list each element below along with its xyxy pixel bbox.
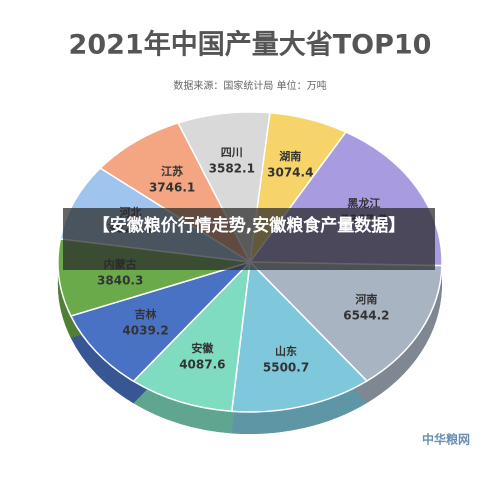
slice: [132, 259, 252, 413]
slice-label: 黑龙江: [347, 196, 380, 210]
slice-label: 四川: [221, 146, 243, 159]
value-label: 4039.2: [122, 324, 168, 338]
slice-label: 山东: [275, 344, 297, 358]
slice-label: 安徽: [191, 341, 214, 355]
slice-label: 河南: [355, 292, 377, 306]
value-label: 3582.1: [209, 161, 255, 175]
slice-label: 吉林: [135, 307, 157, 321]
slice-label: 湖南: [279, 149, 301, 163]
value-label: 6544.2: [343, 309, 389, 323]
value-label: 3840.3: [97, 273, 143, 287]
value-label: 5500.7: [263, 361, 309, 375]
value-label: 3746.1: [149, 181, 195, 195]
watermark: 中华粮网: [422, 432, 470, 447]
value-label: 4087.6: [179, 357, 225, 371]
banner: 【安徽粮价行情走势,安徽粮食产量数据】: [63, 208, 435, 270]
slice-label: 江苏: [161, 164, 183, 178]
chart-title: 2021年中国产量大省TOP10: [69, 29, 432, 61]
pie: 四川3582.1湖南3074.4黑龙江7867.7河南6544.2山东5500.…: [57, 111, 443, 434]
value-label: 3074.4: [267, 165, 313, 179]
slice: [230, 260, 369, 413]
slice: [69, 261, 251, 383]
slice: [248, 261, 443, 382]
chart-subtitle: 数据来源：国家统计局 单位：万吨: [173, 79, 326, 92]
